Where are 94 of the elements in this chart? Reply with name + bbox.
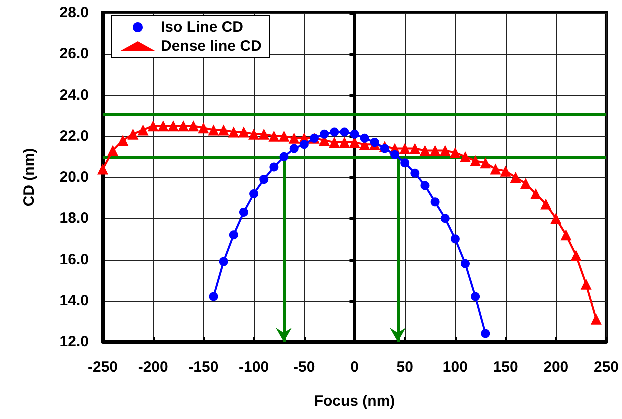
point [238, 126, 250, 138]
point [118, 134, 129, 146]
point [148, 120, 159, 132]
point [400, 158, 410, 168]
y-tick-label: 22.0 [60, 128, 89, 145]
point [349, 137, 360, 148]
point [450, 147, 461, 158]
point [560, 230, 572, 241]
point [229, 230, 238, 240]
y-tick-label: 14.0 [60, 292, 89, 310]
point [360, 134, 370, 143]
point [128, 128, 139, 140]
point [460, 151, 472, 162]
point [390, 150, 400, 160]
point [420, 145, 431, 156]
y-axis-title: CD (nm) [21, 148, 38, 207]
y-tick-label: 12.0 [60, 334, 89, 350]
point [280, 152, 289, 162]
point [330, 128, 340, 137]
point [329, 137, 340, 148]
point [540, 198, 552, 210]
point [300, 140, 309, 150]
point [260, 175, 269, 184]
x-tick-label: -200 [138, 359, 168, 376]
point [158, 120, 169, 132]
point [248, 128, 260, 140]
y-tick-label: 18.0 [60, 210, 89, 228]
point [410, 168, 420, 178]
y-tick-label: 16.0 [60, 251, 89, 268]
point [228, 126, 240, 138]
x-tick-label: -150 [188, 359, 219, 376]
point [188, 120, 200, 132]
x-tick-label: -100 [239, 359, 270, 376]
point [461, 259, 470, 268]
point [278, 130, 290, 142]
y-tick-label: 20.0 [60, 169, 89, 186]
point [400, 143, 411, 154]
point [138, 124, 149, 136]
point [550, 213, 562, 224]
point [450, 234, 460, 244]
point [480, 158, 492, 169]
x-tick-label: 0 [350, 359, 359, 376]
x-axis-title: Focus (nm) [314, 393, 396, 410]
point [481, 329, 490, 338]
legend-label: Iso Line CD [161, 19, 244, 36]
point [258, 128, 270, 140]
point [490, 164, 502, 175]
point [208, 124, 220, 136]
point [570, 250, 582, 262]
point [380, 144, 390, 154]
x-tick-label: 200 [544, 359, 569, 376]
point [198, 122, 210, 134]
point [339, 137, 350, 148]
point [350, 130, 360, 139]
point [209, 292, 218, 302]
point [470, 156, 482, 167]
point [500, 166, 512, 177]
point [219, 257, 228, 266]
point [430, 198, 440, 207]
y-tick-label: 24.0 [60, 86, 89, 104]
x-tick-label: -250 [88, 359, 118, 376]
x-tick-label: 50 [396, 359, 414, 376]
point [440, 145, 451, 156]
x-tick-label: 250 [594, 359, 619, 376]
point [471, 292, 480, 302]
point [98, 164, 108, 175]
point [520, 178, 532, 190]
point [340, 128, 350, 137]
point [178, 120, 190, 132]
x-tick-label: -50 [294, 359, 316, 376]
point [420, 181, 430, 190]
point [590, 314, 602, 325]
point [268, 130, 280, 142]
point [320, 130, 330, 139]
x-tick-label: 150 [493, 359, 518, 376]
legend-label: Dense line CD [161, 38, 262, 55]
point [290, 144, 299, 154]
point [250, 189, 259, 198]
point [370, 138, 380, 148]
point [430, 145, 441, 156]
point [410, 143, 421, 154]
y-tick-label: 28.0 [60, 4, 89, 22]
point [270, 162, 279, 172]
point [239, 208, 248, 217]
point [108, 145, 119, 156]
point [168, 120, 179, 132]
point [580, 278, 592, 290]
point [530, 188, 542, 200]
point [510, 172, 522, 183]
point [440, 214, 450, 224]
x-tick-label: 100 [442, 359, 468, 376]
point [218, 124, 230, 136]
point [288, 132, 300, 144]
y-tick-label: 26.0 [60, 46, 89, 63]
